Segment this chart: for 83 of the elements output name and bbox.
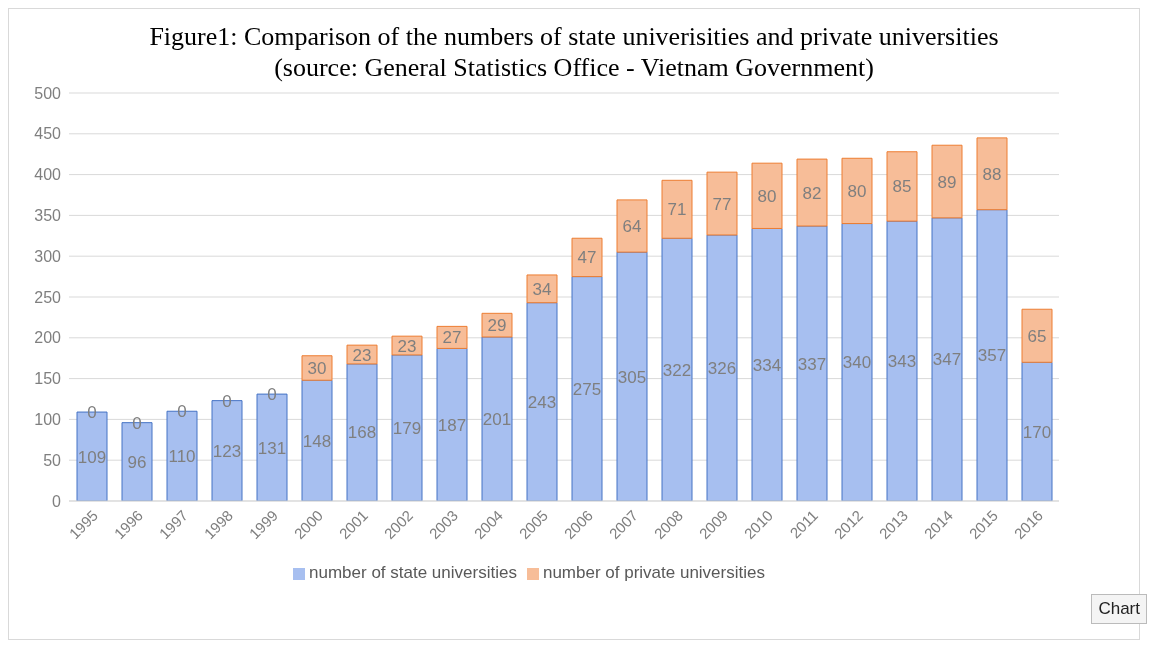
data-label: 168 — [347, 423, 377, 443]
y-tick-label: 500 — [34, 84, 62, 102]
bar — [976, 209, 1008, 501]
data-label: 170 — [1022, 422, 1052, 442]
bar — [841, 157, 873, 225]
data-label: 29 — [487, 316, 507, 336]
bar — [616, 251, 648, 501]
bar — [751, 162, 783, 229]
data-label: 82 — [802, 183, 822, 203]
y-tick-label: 0 — [52, 492, 62, 510]
y-tick-label: 250 — [34, 288, 62, 306]
bar — [1021, 308, 1053, 363]
bar — [436, 347, 468, 501]
bar — [391, 354, 423, 501]
data-label: 201 — [482, 409, 512, 429]
bar — [841, 223, 873, 501]
bar — [1021, 361, 1053, 501]
data-label: 243 — [527, 392, 557, 412]
data-label: 340 — [842, 353, 872, 373]
bar — [796, 158, 828, 227]
data-label: 123 — [212, 441, 242, 461]
y-tick-label: 350 — [34, 207, 62, 225]
data-label: 148 — [302, 431, 332, 451]
data-label: 187 — [437, 415, 467, 435]
data-label: 47 — [577, 248, 597, 268]
bar — [886, 220, 918, 501]
data-label: 85 — [892, 177, 912, 197]
data-label: 80 — [757, 186, 777, 206]
y-tick-label: 50 — [43, 451, 62, 469]
bar — [931, 144, 963, 219]
data-label: 88 — [982, 164, 1002, 184]
data-label: 275 — [572, 379, 602, 399]
data-label: 77 — [712, 194, 732, 214]
data-label: 27 — [442, 328, 462, 348]
bar — [661, 237, 693, 501]
y-tick-label: 300 — [34, 247, 62, 265]
bar — [571, 237, 603, 278]
data-label: 322 — [662, 360, 692, 380]
data-label: 347 — [932, 350, 962, 370]
y-tick-label: 400 — [34, 166, 62, 184]
bar — [976, 137, 1008, 211]
data-label: 30 — [307, 358, 327, 378]
bar — [526, 274, 558, 304]
bar — [301, 379, 333, 501]
data-label: 89 — [937, 172, 957, 192]
bar — [571, 276, 603, 501]
text: Chart — [1091, 594, 1147, 624]
y-tick-label: 150 — [34, 370, 62, 388]
data-label: 23 — [397, 336, 417, 356]
bar — [886, 151, 918, 222]
bar — [661, 179, 693, 239]
bar — [616, 199, 648, 253]
legend-label: number of private universities — [542, 563, 765, 582]
data-label: 179 — [392, 418, 422, 438]
legend-label: number of state universities — [309, 563, 517, 582]
bar — [796, 225, 828, 501]
data-label: 71 — [667, 200, 687, 220]
data-label: 305 — [617, 367, 647, 387]
bar — [346, 363, 378, 501]
data-label: 343 — [887, 352, 917, 372]
bar — [931, 217, 963, 501]
data-label: 334 — [752, 355, 782, 375]
data-label: 96 — [127, 452, 147, 472]
data-label: 337 — [797, 354, 827, 374]
bar — [526, 302, 558, 501]
data-label: 110 — [168, 447, 196, 467]
data-label: 23 — [352, 345, 372, 365]
bar — [751, 227, 783, 501]
y-tick-label: 200 — [34, 329, 62, 347]
bar — [481, 336, 513, 501]
bar — [706, 234, 738, 501]
data-label: 34 — [532, 279, 552, 299]
data-label: 326 — [707, 358, 737, 378]
y-tick-label: 450 — [34, 125, 62, 143]
y-tick-label: 100 — [34, 411, 62, 429]
data-label: 131 — [257, 438, 287, 458]
data-label: 109 — [77, 447, 107, 467]
data-label: 65 — [1027, 326, 1047, 346]
bar — [706, 171, 738, 236]
data-label: 80 — [847, 181, 867, 201]
chart-title: Figure1: Comparison of the numbers of state univerisities and private universities (source: General Statistics Office - Vietnam Government) — [148, 21, 1000, 83]
data-label: 357 — [977, 346, 1007, 366]
data-label: 64 — [622, 217, 642, 237]
